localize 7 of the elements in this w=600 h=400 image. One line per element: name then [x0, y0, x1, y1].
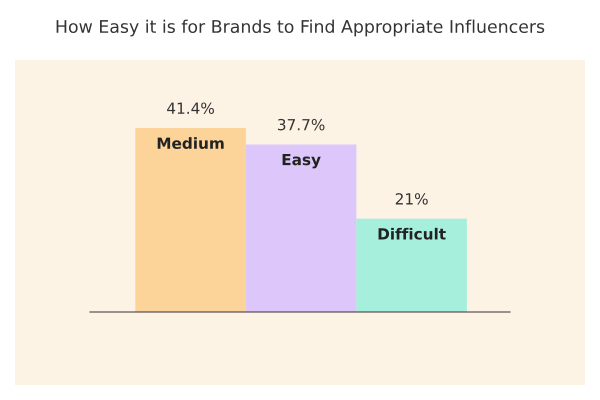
data-label: 37.7%: [278, 118, 325, 130]
x-tick-label: Easy: [282, 154, 321, 168]
x-tick-label: Medium: [158, 137, 224, 149]
data-label: 41.4%: [167, 102, 214, 114]
data-label: 21%: [396, 193, 428, 205]
x-tick-label: Difficult: [378, 228, 446, 240]
chart-title: How Easy it is for Brands to Find Appropriate Influencers: [56, 20, 544, 36]
